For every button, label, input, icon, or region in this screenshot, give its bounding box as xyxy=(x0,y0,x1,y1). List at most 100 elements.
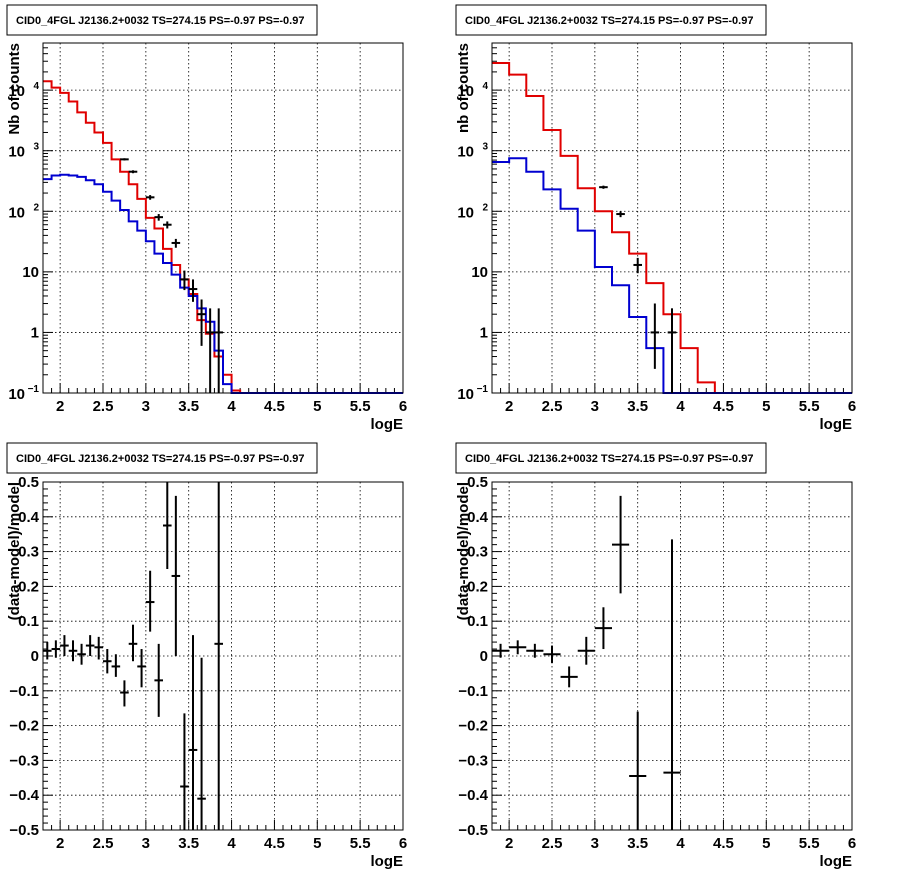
x-tick-label: 3.5 xyxy=(627,835,648,852)
y-tick-label: 0.4 xyxy=(467,509,489,526)
y-tick-label: 0.1 xyxy=(18,613,39,630)
pad-title: CID0_4FGL J2136.2+0032 TS=274.15 PS=-0.9… xyxy=(465,453,753,465)
data-point-11 xyxy=(137,649,146,688)
data-point-3 xyxy=(543,645,561,663)
y-tick-label: 0.4 xyxy=(18,509,40,526)
series-residuals xyxy=(43,482,223,830)
data-point-10 xyxy=(128,624,138,662)
grid xyxy=(492,43,852,393)
y-tick-label-exponent: 4 xyxy=(33,81,39,92)
y-tick-label: 10 xyxy=(471,264,488,281)
x-tick-label: 4 xyxy=(227,835,236,852)
y-tick-label: 0 xyxy=(31,648,39,665)
axis-ticks xyxy=(42,481,404,831)
data-point-5 xyxy=(85,635,95,656)
x-tick-label: 5 xyxy=(313,398,321,415)
data-point-0 xyxy=(120,158,129,161)
pad-title-box xyxy=(6,442,318,474)
y-tick-label: −0.5 xyxy=(9,822,39,839)
data-point-1 xyxy=(128,170,138,174)
data-point-3 xyxy=(650,303,660,369)
data-point-19 xyxy=(214,482,223,830)
data-point-17 xyxy=(188,635,198,830)
x-axis-label: logE xyxy=(820,853,853,870)
x-tick-label: 6 xyxy=(848,398,856,415)
data-point-4 xyxy=(77,643,86,665)
x-tick-label: 6 xyxy=(399,398,407,415)
x-tick-label: 3.5 xyxy=(178,398,199,415)
data-point-1 xyxy=(616,211,625,218)
x-tick-label: 3.5 xyxy=(627,398,648,415)
y-tick-label-exponent: −1 xyxy=(28,384,40,395)
data-point-10 xyxy=(214,308,223,393)
y-tick-label: 0.1 xyxy=(467,613,488,630)
grid xyxy=(43,43,403,393)
chart-panel-4: 2 2.5 3 3.5 4 4.5 5 5.5 6 −0.5 −0.4 −0.3 −0.2 −0.1 0 0.… xyxy=(455,442,856,870)
y-tick-label: −0.2 xyxy=(9,718,39,735)
y-tick-label: 1 xyxy=(31,324,39,341)
y-tick-label: 0 xyxy=(480,648,488,665)
data-point-7 xyxy=(188,279,198,302)
x-tick-label: 2.5 xyxy=(93,398,114,415)
x-tick-label: 5.5 xyxy=(350,835,371,852)
y-tick-label: −0.3 xyxy=(9,752,39,769)
data-point-13 xyxy=(154,643,163,717)
y-tick-label: −0.4 xyxy=(9,787,39,804)
series-data xyxy=(599,185,677,393)
x-tick-label: 4 xyxy=(227,398,236,415)
y-tick-label-exponent: 2 xyxy=(33,202,39,213)
grid xyxy=(43,482,403,830)
x-axis-label: logE xyxy=(371,853,404,870)
pad-title-box xyxy=(455,4,767,36)
y-tick-label: 1 xyxy=(480,324,488,341)
data-point-6 xyxy=(594,607,612,650)
x-tick-label: 6 xyxy=(848,835,856,852)
axis-ticks xyxy=(42,42,404,394)
y-axis-label: nb of counts xyxy=(455,43,472,133)
x-tick-label: 5.5 xyxy=(350,398,371,415)
x-tick-label: 4.5 xyxy=(264,835,285,852)
data-point-2 xyxy=(60,635,69,656)
y-tick-label: 10 xyxy=(8,83,25,100)
y-tick-label: 0.5 xyxy=(18,474,39,491)
data-point-2 xyxy=(633,257,642,274)
x-axis-label: logE xyxy=(371,416,404,433)
x-tick-label: 2.5 xyxy=(542,835,563,852)
data-point-8 xyxy=(111,654,121,677)
series-model_total xyxy=(43,80,403,394)
data-point-9 xyxy=(120,680,129,707)
data-point-7 xyxy=(612,495,630,594)
axis-ticks xyxy=(491,42,853,394)
pad-title-box xyxy=(455,442,767,474)
pad-title: CID0_4FGL J2136.2+0032 TS=274.15 PS=-0.9… xyxy=(16,15,304,27)
data-point-2 xyxy=(526,643,544,658)
data-point-18 xyxy=(197,657,206,830)
x-tick-label: 5 xyxy=(762,398,770,415)
data-point-4 xyxy=(163,221,172,229)
x-tick-label: 2 xyxy=(505,398,513,415)
y-tick-label: −0.4 xyxy=(458,787,488,804)
x-tick-label: 5.5 xyxy=(799,835,820,852)
data-point-6 xyxy=(94,636,103,660)
y-tick-label-exponent: 3 xyxy=(33,142,39,153)
y-tick-label-exponent: −1 xyxy=(477,384,489,395)
x-tick-label: 3 xyxy=(142,398,150,415)
data-point-12 xyxy=(145,570,155,632)
x-tick-label: 4 xyxy=(676,835,685,852)
x-tick-label: 5 xyxy=(313,835,321,852)
series-model_source xyxy=(43,173,403,394)
y-tick-label: −0.5 xyxy=(458,822,488,839)
chart-panel-3: 2 2.5 3 3.5 4 4.5 5 5.5 6 −0.5 −0.4 −0.3 −0.2 −0.1 0 0.… xyxy=(6,442,407,870)
data-point-4 xyxy=(560,666,578,688)
y-tick-label-exponent: 4 xyxy=(482,81,488,92)
data-point-6 xyxy=(180,270,189,291)
data-point-16 xyxy=(180,713,189,830)
data-point-5 xyxy=(171,238,181,248)
x-tick-label: 2 xyxy=(56,835,64,852)
x-tick-label: 4.5 xyxy=(713,835,734,852)
data-point-3 xyxy=(68,640,78,662)
x-tick-label: 2.5 xyxy=(93,835,114,852)
data-point-3 xyxy=(154,214,163,221)
x-tick-label: 2 xyxy=(505,835,513,852)
x-tick-label: 3 xyxy=(591,835,599,852)
